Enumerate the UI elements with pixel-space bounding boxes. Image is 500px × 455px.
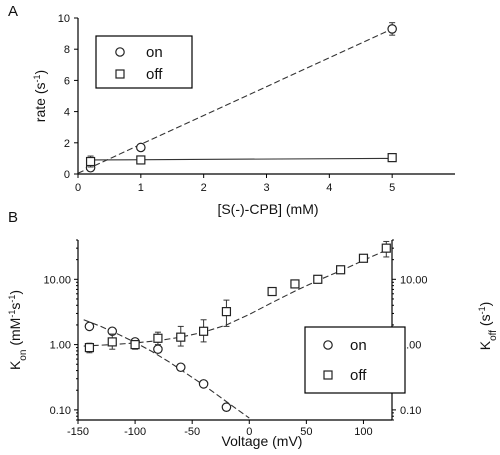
panel-b-point-off (336, 265, 346, 275)
panel-b-legend-label-off: off (350, 367, 367, 384)
panel-a-legend: on off (95, 35, 193, 89)
panel-a-point-off (387, 153, 397, 163)
panel-b-point-off (199, 326, 209, 336)
panel-b-left-y-tick-label: 0.10 (50, 405, 71, 417)
panel-a-point-off (136, 155, 146, 165)
panel-b-legend-marker-off (323, 370, 333, 380)
panel-a-y-axis-label: rate (s-1) (32, 70, 48, 122)
panel-b-point-on (84, 321, 95, 332)
panel-a-marks (85, 22, 397, 173)
panel-b-left-y-tick-label: 10.00 (43, 274, 71, 286)
panel-b-x-tick-label: -100 (124, 426, 146, 438)
panel-b-point-off (84, 342, 95, 353)
panel-a-x-tick-label: 5 (389, 182, 395, 194)
panel-a-fit-off (90, 157, 393, 161)
panel-a-y-tick-label: 6 (64, 75, 70, 87)
panel-a-y-tick-label: 4 (64, 107, 70, 119)
panel-a-legend-marker-on (115, 47, 125, 57)
panel-a-x-tick-label: 4 (326, 182, 332, 194)
panel-b-point-off (358, 253, 369, 263)
panel-b-x-tick-label: 50 (300, 426, 312, 438)
panel-a-legend-box (95, 35, 193, 89)
panel-a-point-off (85, 156, 96, 167)
panel-a-y-tick-label: 0 (64, 169, 70, 181)
panel-b-right-y-axis-label: Koff (s-1) (477, 302, 499, 351)
panel-b-marks (84, 240, 391, 412)
panel-b-point-off (153, 333, 163, 343)
panel-b-x-tick-label: -150 (67, 426, 89, 438)
panel-b-point-on (175, 362, 186, 373)
panel-a-fit-on (77, 28, 393, 174)
panel-a-legend-label-on: on (146, 44, 163, 61)
panel-b-legend: on off (304, 326, 406, 394)
panel-b-right-y-tick-label: 10.00 (400, 274, 428, 286)
panel-a-x-tick-label: 1 (138, 182, 144, 194)
panel-a-y-tick-label: 2 (64, 138, 70, 150)
panel-a-letter: A (8, 3, 18, 20)
panel-b-right-y-tick-label: 0.10 (400, 405, 421, 417)
panel-b-left-y-tick-label: 1.00 (50, 340, 71, 352)
panel-a-x-tick-label: 0 (75, 182, 81, 194)
panel-b-point-on (153, 344, 163, 355)
panel-b-left-y-axis-label: Kon (mM-1s-1) (7, 290, 29, 370)
panel-b-x-axis-label: Voltage (mV) (222, 433, 303, 449)
panel-b-point-off (381, 243, 391, 253)
panel-a: A 0 1 2 3 4 5 0 2 4 6 8 10 [S(-)-CPB] (mM) rate (s-… (8, 3, 455, 217)
panel-b-x-tick-label: 0 (246, 426, 252, 438)
panel-b-point-off (107, 337, 117, 347)
panel-b-legend-label-on: on (350, 337, 367, 354)
panel-a-x-tick-label: 2 (201, 182, 207, 194)
panel-a-y-tick-label: 10 (58, 13, 70, 25)
panel-b-legend-marker-on (323, 340, 333, 350)
panel-a-x-tick-label: 3 (263, 182, 269, 194)
panel-a-point-on (387, 24, 397, 34)
panel-b-x-tick-label: -50 (184, 426, 200, 438)
panel-b-legend-box (304, 326, 406, 394)
panel-b-letter: B (8, 209, 18, 226)
panel-a-legend-label-off: off (146, 66, 163, 83)
panel-b-point-off (176, 332, 186, 342)
panel-b-point-off (313, 274, 323, 284)
panel-b-point-on (221, 402, 232, 412)
panel-b-point-on (198, 379, 209, 389)
panel-b-point-off (290, 279, 300, 289)
panel-a-legend-marker-off (115, 69, 125, 79)
panel-b-point-off (267, 286, 277, 297)
panel-a-point-on (136, 142, 146, 153)
panel-b-point-off (130, 339, 140, 350)
panel-a-ticks: 0 1 2 3 4 5 0 2 4 6 8 10 (58, 13, 395, 194)
panel-b-point-off (221, 307, 232, 317)
panel-a-x-axis-label: [S(-)-CPB] (mM) (217, 201, 318, 217)
panel-a-y-tick-label: 8 (64, 44, 70, 56)
panel-b-x-tick-label: 100 (354, 426, 372, 438)
